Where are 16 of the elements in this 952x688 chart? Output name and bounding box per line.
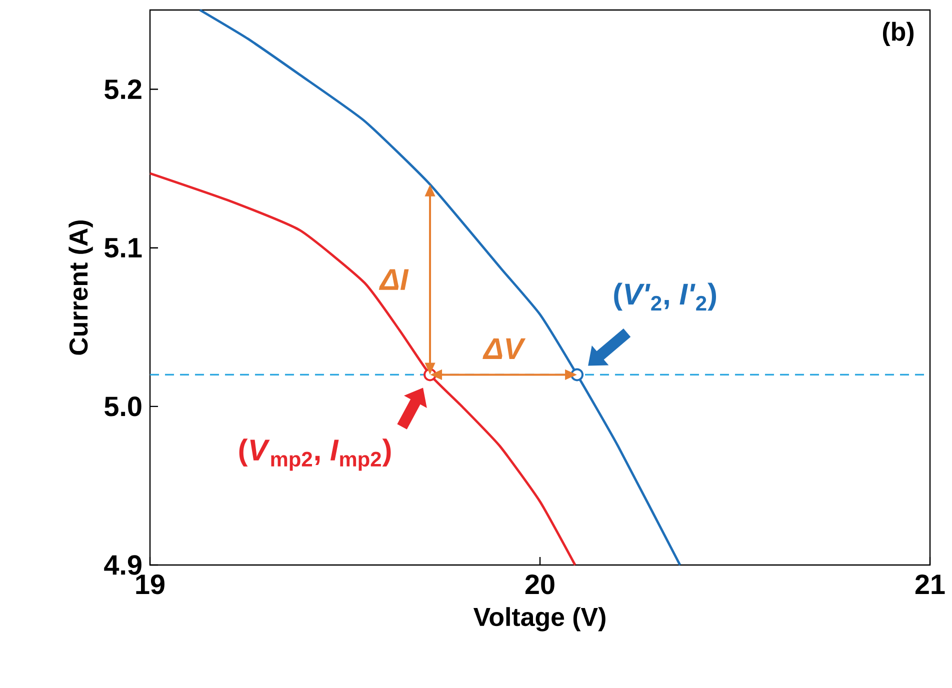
line-series (198, 8, 682, 566)
y-tick-label: 4.9 (104, 555, 142, 575)
y-tick-label: 5.0 (104, 396, 142, 416)
annotation: (V'$_{2}$, I'$_{2}$) (614, 282, 716, 311)
y-axis-title: Current (A) (68, 220, 93, 355)
annotation: (b) (883, 22, 914, 46)
y-tick-label: 5.2 (104, 79, 142, 100)
annotation: ΔI (378, 269, 409, 290)
line-series (148, 172, 576, 566)
x-axis-title: Voltage (V) (473, 607, 606, 632)
annotation: (V$_{mp2}$, I$_{mp2}$) (239, 438, 391, 471)
x-tick-label: 19 (136, 574, 164, 594)
x-tick-label: 20 (525, 574, 554, 594)
y-tick-label: 5.1 (104, 238, 142, 258)
annotation: ΔV (482, 338, 526, 359)
x-tick-label: 21 (915, 574, 945, 594)
